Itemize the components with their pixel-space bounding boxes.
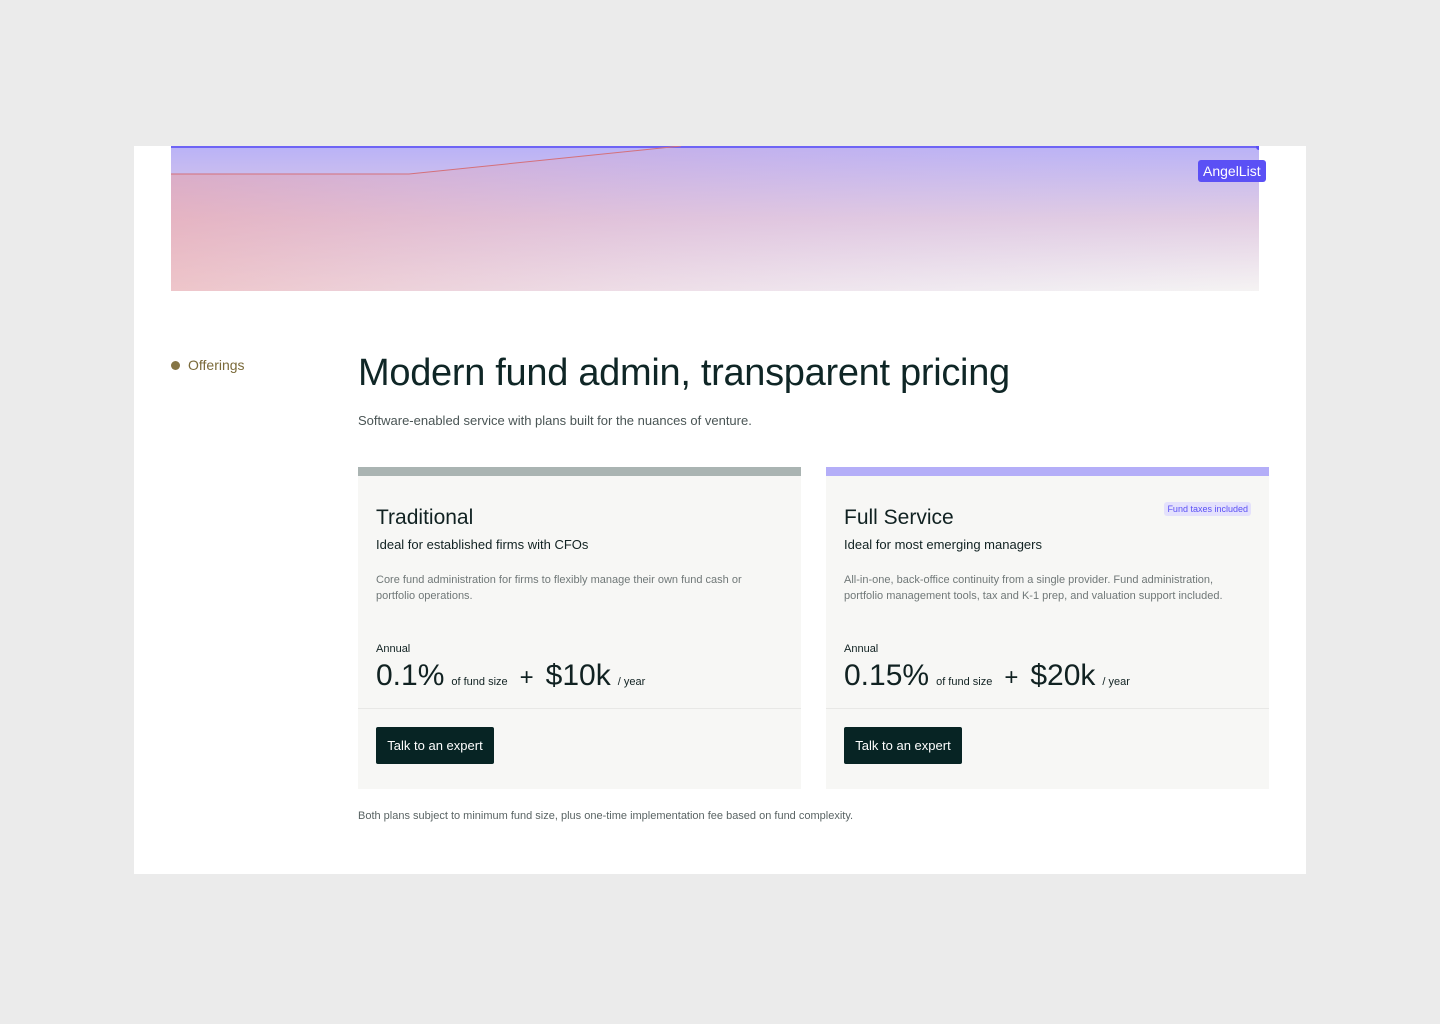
- plan-period: Annual: [844, 643, 879, 655]
- plan-period: Annual: [376, 643, 411, 655]
- fee: $10k: [545, 659, 611, 692]
- plan-card-traditional: Traditional Ideal for established firms …: [358, 467, 801, 789]
- plan-price: 0.15% of fund size + $20k / year: [844, 659, 1130, 693]
- talk-to-expert-button[interactable]: Talk to an expert: [844, 727, 962, 764]
- divider: [358, 708, 801, 709]
- plan-name: Traditional: [376, 506, 474, 529]
- hero-graphic: [171, 146, 1259, 291]
- rate-unit: of fund size: [451, 676, 508, 688]
- page-subtitle: Software-enabled service with plans buil…: [358, 413, 752, 428]
- plan-name: Full Service: [844, 506, 954, 529]
- fee-unit: / year: [1102, 676, 1130, 688]
- rate: 0.15%: [844, 659, 930, 692]
- angellist-label: AngelList: [1198, 160, 1266, 182]
- fee: $20k: [1030, 659, 1096, 692]
- plan-card-full-service: Full Service Fund taxes included Ideal f…: [826, 467, 1269, 789]
- bullet-dot-icon: [171, 360, 180, 370]
- rate-unit: of fund size: [936, 676, 993, 688]
- fee-unit: / year: [617, 676, 646, 688]
- footnote: Both plans subject to minimum fund size,…: [358, 810, 854, 822]
- plan-tagline: Ideal for established firms with CFOs: [376, 537, 589, 552]
- hero-gradient-chart: [171, 146, 1259, 291]
- pricing-panel: AngelList Offerings Modern fund admin, t…: [134, 146, 1306, 874]
- section-label: Offerings: [171, 357, 245, 373]
- plan-price: 0.1% of fund size + $10k / year: [376, 659, 645, 693]
- talk-to-expert-button[interactable]: Talk to an expert: [376, 727, 494, 764]
- fund-taxes-badge: Fund taxes included: [1164, 502, 1251, 516]
- section-label-text: Offerings: [188, 357, 245, 373]
- page-title: Modern fund admin, transparent pricing: [358, 352, 1010, 394]
- plan-description: Core fund administration for firms to fl…: [376, 574, 742, 602]
- plan-tagline: Ideal for most emerging managers: [844, 537, 1042, 552]
- plus: +: [1004, 664, 1019, 691]
- rate: 0.1%: [376, 659, 445, 692]
- divider: [826, 708, 1269, 709]
- plus: +: [519, 664, 534, 691]
- plan-description: All-in-one, back-office continuity from …: [844, 574, 1223, 602]
